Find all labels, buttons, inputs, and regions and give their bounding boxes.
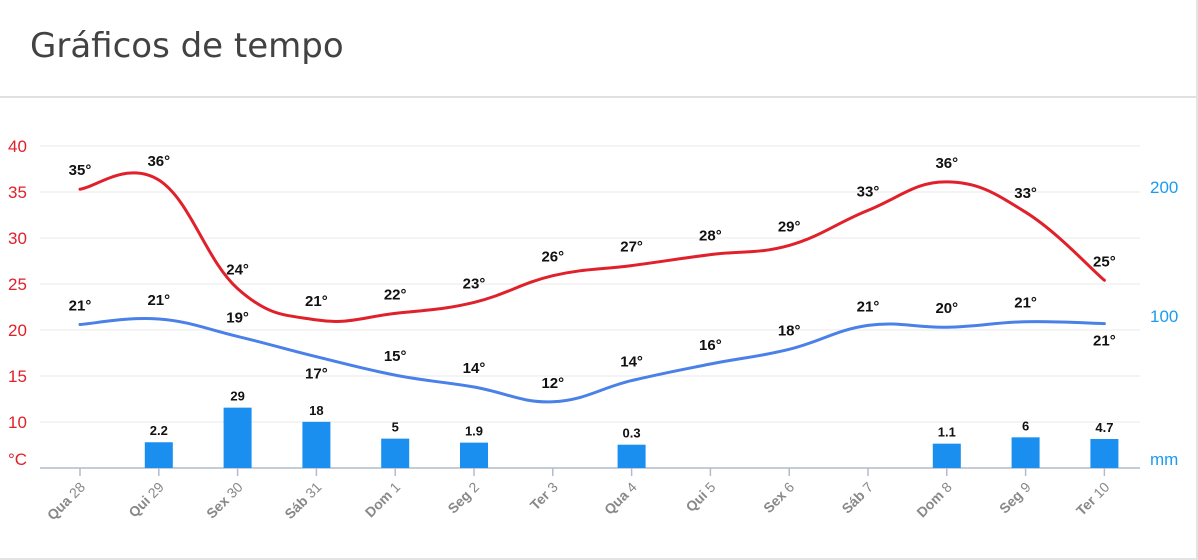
y-right-unit: mm	[1150, 450, 1178, 469]
max-temp-label: 35°	[69, 162, 92, 179]
min-temp-line	[78, 317, 1106, 404]
max-temp-line	[78, 171, 1106, 323]
y-left-tick-label: 35	[8, 183, 27, 202]
y-left-tick-label: 15	[8, 367, 27, 386]
max-temp-label: 21°	[305, 293, 328, 310]
x-tick-label: Dom 8	[913, 479, 955, 521]
min-temp-label: 20°	[935, 300, 958, 317]
y-left-unit: °C	[8, 450, 27, 469]
min-temp-label: 18°	[778, 322, 801, 339]
y-left-tick-label: 25	[8, 275, 27, 294]
x-tick-label: Sex 6	[760, 479, 797, 516]
max-temp-label: 26°	[541, 249, 564, 266]
max-temp-label: 33°	[1014, 185, 1037, 202]
max-temp-label: 28°	[699, 228, 722, 245]
min-temp-label: 16°	[699, 337, 722, 354]
bar-value-label: 29	[230, 389, 244, 404]
bar-value-label: 5	[392, 420, 399, 435]
min-temp-label: 21°	[69, 297, 92, 314]
bar-value-label: 1.1	[938, 425, 956, 440]
min-temp-label: 17°	[305, 366, 328, 383]
min-temp-label: 21°	[857, 298, 880, 315]
x-tick-label: Ter 10	[1073, 479, 1113, 519]
precip-bar	[223, 407, 252, 468]
min-temp-label: 14°	[620, 354, 643, 371]
min-temp-label: 14°	[463, 360, 486, 377]
min-temp-label: 21°	[147, 292, 170, 309]
bar-value-label: 0.3	[623, 426, 641, 441]
precip-bar	[381, 438, 410, 468]
x-tick-label: Sáb 31	[281, 479, 324, 522]
y-left-tick-label: 10	[8, 413, 27, 432]
precip-bar	[460, 442, 488, 468]
min-temp-label: 21°	[1093, 333, 1116, 350]
y-right-tick-label: 100	[1150, 307, 1178, 326]
x-tick-label: Seg 9	[996, 479, 1034, 517]
max-temp-label: 23°	[463, 275, 486, 292]
precip-bar	[144, 442, 173, 468]
bar-value-label: 1.9	[465, 424, 483, 439]
min-temp-label: 15°	[384, 348, 407, 365]
card-header: Gráficos de tempo	[0, 0, 1196, 98]
precip-bar	[932, 443, 961, 468]
y-right-tick-label: 200	[1150, 178, 1178, 197]
x-tick-label: Ter 3	[527, 479, 561, 513]
x-tick-label: Qui 29	[125, 479, 167, 521]
y-left-tick-label: 30	[8, 229, 27, 248]
min-temp-label: 19°	[226, 309, 249, 326]
precip-bar	[1090, 439, 1119, 468]
max-temp-label: 24°	[226, 262, 249, 279]
x-tick-label: Dom 1	[362, 479, 404, 521]
x-tick-label: Seg 2	[444, 479, 482, 517]
x-tick-label: Qui 5	[682, 479, 718, 515]
precip-bar	[617, 444, 646, 468]
x-tick-label: Qua 4	[601, 479, 640, 518]
precip-bar	[302, 421, 331, 468]
bar-value-label: 18	[309, 403, 323, 418]
max-temp-label: 25°	[1093, 253, 1116, 270]
max-temp-label: 22°	[384, 286, 407, 303]
max-temp-label: 36°	[147, 153, 170, 170]
x-tick-label: Qua 28	[44, 479, 88, 523]
max-temp-label: 27°	[620, 239, 643, 256]
min-temp-label: 12°	[541, 375, 564, 392]
bar-value-label: 2.2	[150, 423, 168, 438]
y-left-tick-label: 40	[8, 137, 27, 156]
max-temp-label: 29°	[778, 218, 801, 235]
x-tick-label: Sáb 7	[838, 479, 876, 517]
bar-value-label: 4.7	[1095, 420, 1113, 435]
y-left-tick-label: 20	[8, 321, 27, 340]
max-temp-label: 36°	[935, 155, 958, 172]
page-title: Gráficos de tempo	[30, 26, 344, 66]
precip-bar	[1011, 437, 1040, 468]
max-temp-label: 33°	[857, 183, 880, 200]
x-tick-label: Sex 30	[203, 479, 246, 522]
bar-value-label: 6	[1022, 418, 1029, 433]
min-temp-label: 21°	[1014, 295, 1037, 312]
